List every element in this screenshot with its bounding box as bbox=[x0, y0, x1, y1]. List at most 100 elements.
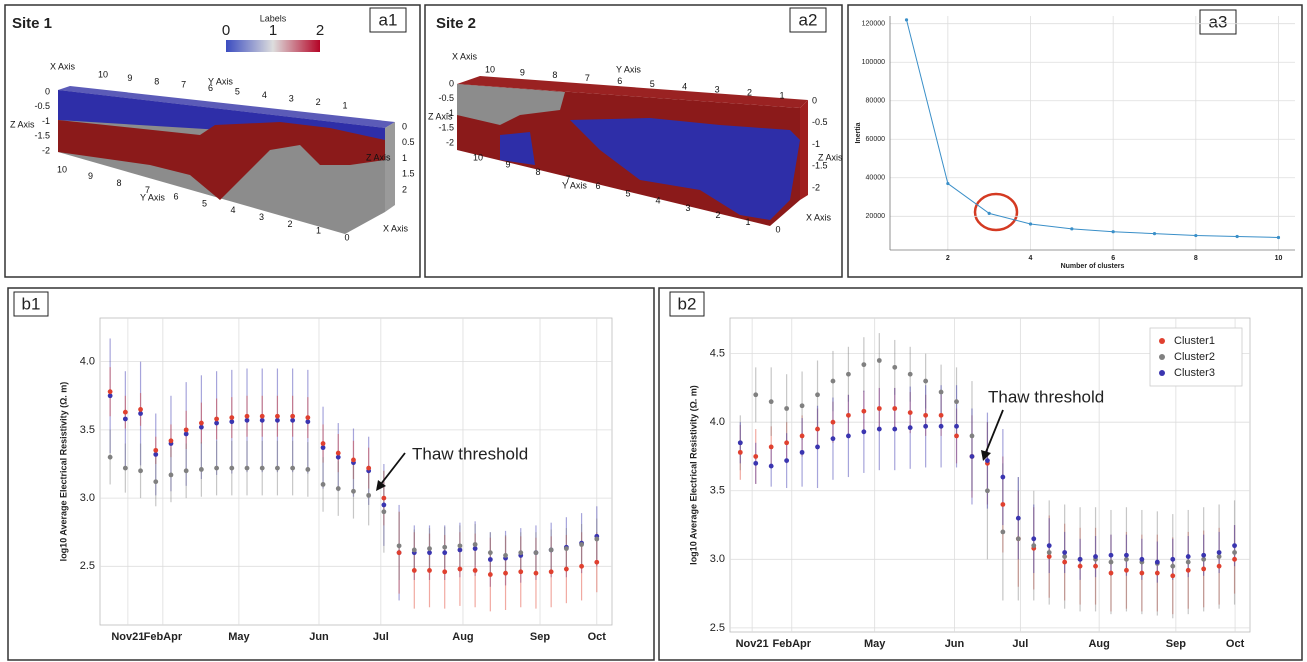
point bbox=[861, 408, 867, 414]
y-tick-label: 3.0 bbox=[710, 553, 725, 565]
point bbox=[1111, 230, 1115, 234]
point bbox=[275, 465, 280, 471]
point bbox=[122, 416, 128, 422]
point bbox=[183, 468, 189, 474]
point bbox=[1201, 556, 1207, 562]
axis-tick-label: 6 bbox=[595, 181, 600, 191]
colorbar bbox=[226, 40, 320, 52]
point bbox=[442, 544, 448, 550]
axis-label: X Axis bbox=[452, 51, 478, 61]
axis-tick-label: 0 bbox=[812, 95, 817, 105]
axis-tick-label: 10 bbox=[485, 64, 495, 74]
point bbox=[799, 449, 805, 455]
axis-tick-label: 4 bbox=[655, 196, 660, 206]
point bbox=[784, 406, 790, 411]
axis-tick-label: 6 bbox=[173, 192, 178, 202]
point bbox=[1154, 559, 1160, 565]
y-axis-label: Inertia bbox=[855, 122, 862, 143]
point bbox=[351, 457, 356, 463]
colorbar-title: Labels bbox=[260, 13, 287, 23]
axis-label: X Axis bbox=[383, 223, 409, 233]
point bbox=[985, 488, 990, 494]
point bbox=[229, 465, 235, 471]
point bbox=[1070, 227, 1074, 231]
panel-label: b2 bbox=[678, 294, 697, 313]
axis-tick-label: 2 bbox=[402, 184, 407, 194]
point bbox=[320, 445, 326, 451]
y-tick-label: 3.5 bbox=[80, 424, 95, 436]
point bbox=[1093, 554, 1098, 559]
axis-tick-label: 0 bbox=[775, 224, 780, 234]
point bbox=[784, 440, 790, 446]
point bbox=[579, 563, 584, 569]
point bbox=[107, 454, 113, 460]
point bbox=[259, 465, 265, 471]
axis-tick-label: 1 bbox=[745, 217, 750, 227]
point bbox=[366, 492, 372, 498]
point bbox=[784, 458, 790, 464]
annotation-arrow bbox=[380, 452, 406, 485]
y-tick-label: 60000 bbox=[866, 136, 886, 143]
point bbox=[907, 425, 913, 431]
y-axis-label: log10 Average Electrical Resistivity (Ω.… bbox=[688, 385, 698, 565]
y-tick-label: 20000 bbox=[866, 213, 886, 220]
x-tick-label: 6 bbox=[1111, 255, 1115, 262]
point bbox=[1170, 573, 1176, 579]
axis-tick-label: 7 bbox=[565, 174, 570, 184]
point bbox=[503, 553, 508, 558]
point bbox=[1062, 559, 1068, 565]
axis-tick-label: 4 bbox=[262, 90, 267, 100]
point bbox=[876, 406, 882, 411]
point bbox=[1232, 543, 1237, 549]
axis-tick-label: 3 bbox=[289, 93, 294, 103]
axis-tick-label: 5 bbox=[650, 79, 655, 89]
point bbox=[1232, 550, 1237, 555]
point bbox=[168, 438, 174, 444]
line bbox=[906, 19, 1279, 238]
point bbox=[1152, 232, 1157, 236]
point bbox=[183, 427, 189, 433]
point bbox=[1185, 559, 1191, 565]
x-axis-label: Number of clusters bbox=[1061, 263, 1125, 270]
y-tick-label: 2.5 bbox=[710, 622, 725, 634]
x-tick-label: 2 bbox=[946, 255, 950, 262]
x-tick-label: 4 bbox=[1029, 255, 1033, 262]
point bbox=[1062, 554, 1068, 559]
point bbox=[907, 410, 913, 416]
point bbox=[799, 433, 805, 439]
colorbar-tick-label: 1 bbox=[269, 22, 277, 39]
panel-label-box bbox=[13, 291, 49, 317]
point bbox=[846, 433, 851, 439]
point bbox=[1015, 515, 1021, 521]
axis-tick-label: 1 bbox=[316, 226, 321, 236]
point bbox=[1077, 556, 1083, 562]
point bbox=[214, 416, 219, 422]
annotation-arrow bbox=[985, 409, 1004, 453]
point bbox=[799, 403, 805, 409]
point bbox=[923, 412, 929, 418]
point bbox=[938, 389, 944, 395]
point bbox=[518, 569, 524, 575]
point bbox=[107, 393, 113, 399]
axis-tick-label: 0.5 bbox=[402, 137, 415, 147]
x-tick-label: Aug bbox=[1088, 638, 1109, 650]
render-title: Site 2 bbox=[436, 15, 476, 32]
point bbox=[138, 411, 143, 416]
point bbox=[320, 482, 326, 487]
point bbox=[335, 486, 341, 491]
point bbox=[290, 417, 296, 423]
plot-area bbox=[99, 317, 613, 626]
axis-tick-label: -2 bbox=[446, 137, 454, 147]
point bbox=[442, 550, 448, 556]
render-title: Site 1 bbox=[12, 15, 52, 32]
point bbox=[846, 371, 851, 377]
axis-label: Z Axis bbox=[10, 119, 35, 129]
point bbox=[442, 569, 448, 575]
panel-label-box bbox=[369, 7, 407, 33]
axis-tick-label: 10 bbox=[98, 69, 108, 79]
point bbox=[138, 468, 143, 474]
point bbox=[214, 465, 219, 471]
panel-label-box bbox=[789, 7, 827, 33]
point bbox=[737, 449, 743, 455]
point bbox=[548, 569, 554, 575]
